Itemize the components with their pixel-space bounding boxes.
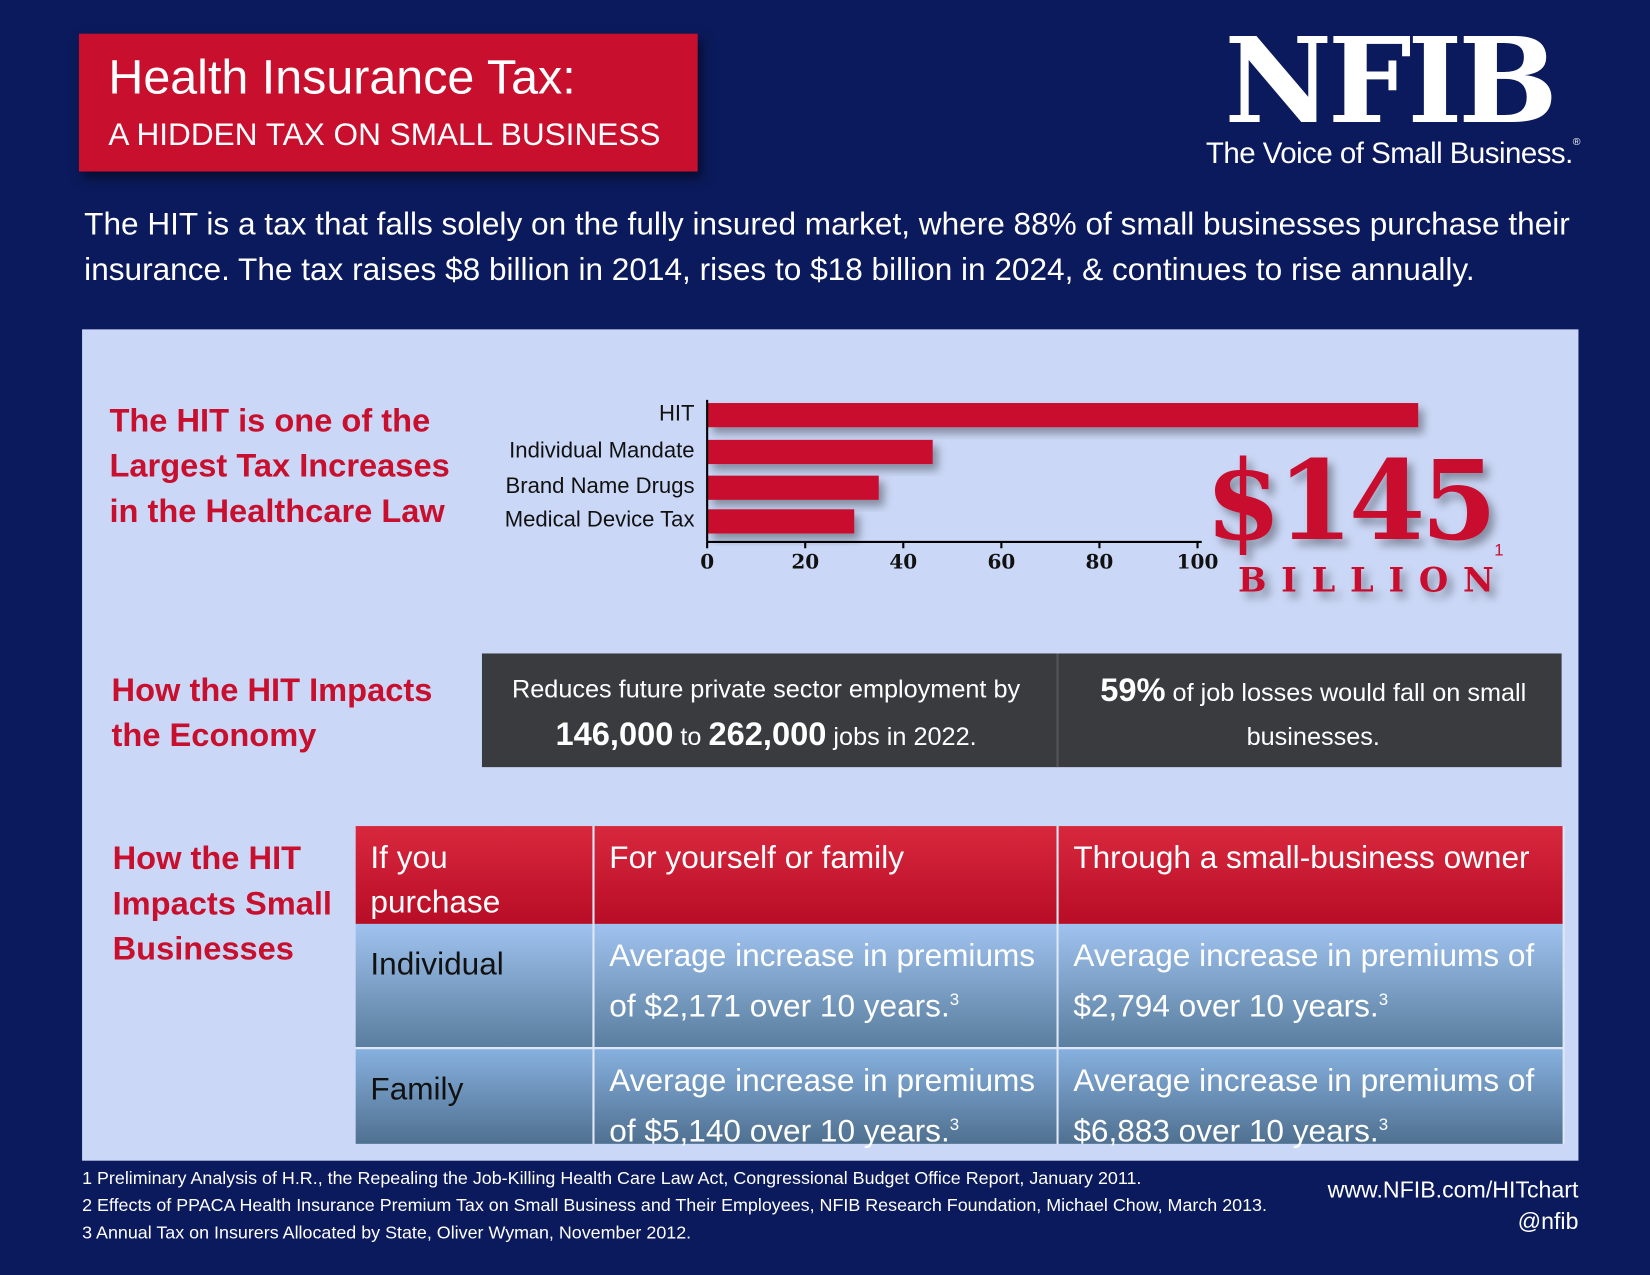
bar xyxy=(707,475,879,500)
cell-note: 3 xyxy=(949,991,960,1010)
footnote: 2 Effects of PPACA Health Insurance Prem… xyxy=(82,1195,1267,1216)
x-tick-label: 20 xyxy=(791,549,819,573)
footnote: 3 Annual Tax on Insurers Allocated by St… xyxy=(82,1222,692,1243)
cell-note: 3 xyxy=(1378,991,1389,1010)
cell-text: Family xyxy=(370,1072,464,1108)
economy-text: 262,000 xyxy=(708,715,827,753)
cell-text: Individual xyxy=(370,947,504,982)
bar xyxy=(707,509,855,534)
handle: @nfib xyxy=(1517,1208,1579,1235)
economy-box: Reduces future private sector employment… xyxy=(481,653,1562,768)
x-tick-label: 0 xyxy=(700,549,714,573)
section-heading: How the HIT Impacts the Economy xyxy=(111,671,433,754)
bar xyxy=(707,439,933,465)
y-tick-label: Individual Mandate xyxy=(509,437,694,462)
title-box: Health Insurance Tax: A HIDDEN TAX ON SM… xyxy=(78,33,698,172)
url: www.NFIB.com/HITchart xyxy=(1327,1176,1579,1203)
annotation-unit: BILLION xyxy=(1238,559,1508,599)
header-cell: For yourself or family xyxy=(594,826,1059,924)
economy-left: Reduces future private sector employment… xyxy=(492,668,1039,760)
annotation-amount: $145 xyxy=(1205,436,1493,565)
divider xyxy=(1056,653,1059,768)
table-cell: Average increase in premiums of $5,140 o… xyxy=(594,1047,1059,1149)
table-cell: Family xyxy=(355,1047,595,1144)
cell-note: 3 xyxy=(949,1116,960,1135)
cell-text: Average increase in premiums of $2,794 o… xyxy=(1073,938,1535,1024)
cell-note: 3 xyxy=(1378,1116,1389,1135)
economy-text: jobs in 2022. xyxy=(826,722,977,752)
table-cell: Average increase in premiums of $6,883 o… xyxy=(1058,1047,1565,1149)
subtitle: A HIDDEN TAX ON SMALL BUSINESS xyxy=(108,117,661,153)
economy-text: 146,000 xyxy=(555,715,674,753)
x-tick-label: 40 xyxy=(889,549,917,573)
title: Health Insurance Tax: xyxy=(108,49,576,105)
y-tick-label: Medical Device Tax xyxy=(505,507,695,532)
x-tick-label: 60 xyxy=(987,549,1015,573)
y-tick-label: HIT xyxy=(659,400,695,425)
bar xyxy=(707,403,1419,428)
logo: NFIB xyxy=(1224,12,1558,151)
economy-text: to xyxy=(673,722,709,752)
economy-text: 59% xyxy=(1100,671,1166,709)
y-tick-label: Brand Name Drugs xyxy=(506,473,695,498)
table: If you purchase insuranceFor yourself or… xyxy=(355,826,1565,1149)
annotation-note: 1 xyxy=(1494,541,1503,560)
economy-right: 59% of job losses would fall on small bu… xyxy=(1092,668,1534,760)
tagline: The Voice of Small Business.® xyxy=(1205,136,1581,171)
tagline-text: The Voice of Small Business. xyxy=(1205,136,1573,170)
x-tick-label: 100 xyxy=(1177,549,1219,573)
footnote: 1 Preliminary Analysis of H.R., the Repe… xyxy=(82,1168,1142,1189)
table-cell: Average increase in premiums of $2,794 o… xyxy=(1058,923,1565,1048)
cell-text: Average increase in premiums of $5,140 o… xyxy=(609,1063,1036,1150)
cell-text: Average increase in premiums of $6,883 o… xyxy=(1073,1063,1535,1150)
table-cell: Average increase in premiums of $2,171 o… xyxy=(594,923,1059,1048)
section-heading: The HIT is one of the Largest Tax Increa… xyxy=(109,401,450,530)
x-tick-label: 80 xyxy=(1086,549,1114,573)
cell-text: Average increase in premiums of $2,171 o… xyxy=(609,938,1036,1024)
economy-text: of job losses would fall on small busine… xyxy=(1165,678,1527,752)
economy-text: Reduces future private sector employment… xyxy=(511,675,1021,704)
table-cell: Individual xyxy=(355,923,595,1048)
header-cell: Through a small-business owner xyxy=(1058,826,1565,924)
bar-chart: HIT Individual Mandate Brand Name Drugs Med… xyxy=(505,399,1508,599)
header-cell: If you purchase insurance xyxy=(355,826,595,964)
section-heading: How the HIT Impacts Small Businesses xyxy=(112,839,332,968)
intro: The HIT is a tax that falls solely on th… xyxy=(84,207,1570,288)
registered-mark: ® xyxy=(1572,136,1581,149)
